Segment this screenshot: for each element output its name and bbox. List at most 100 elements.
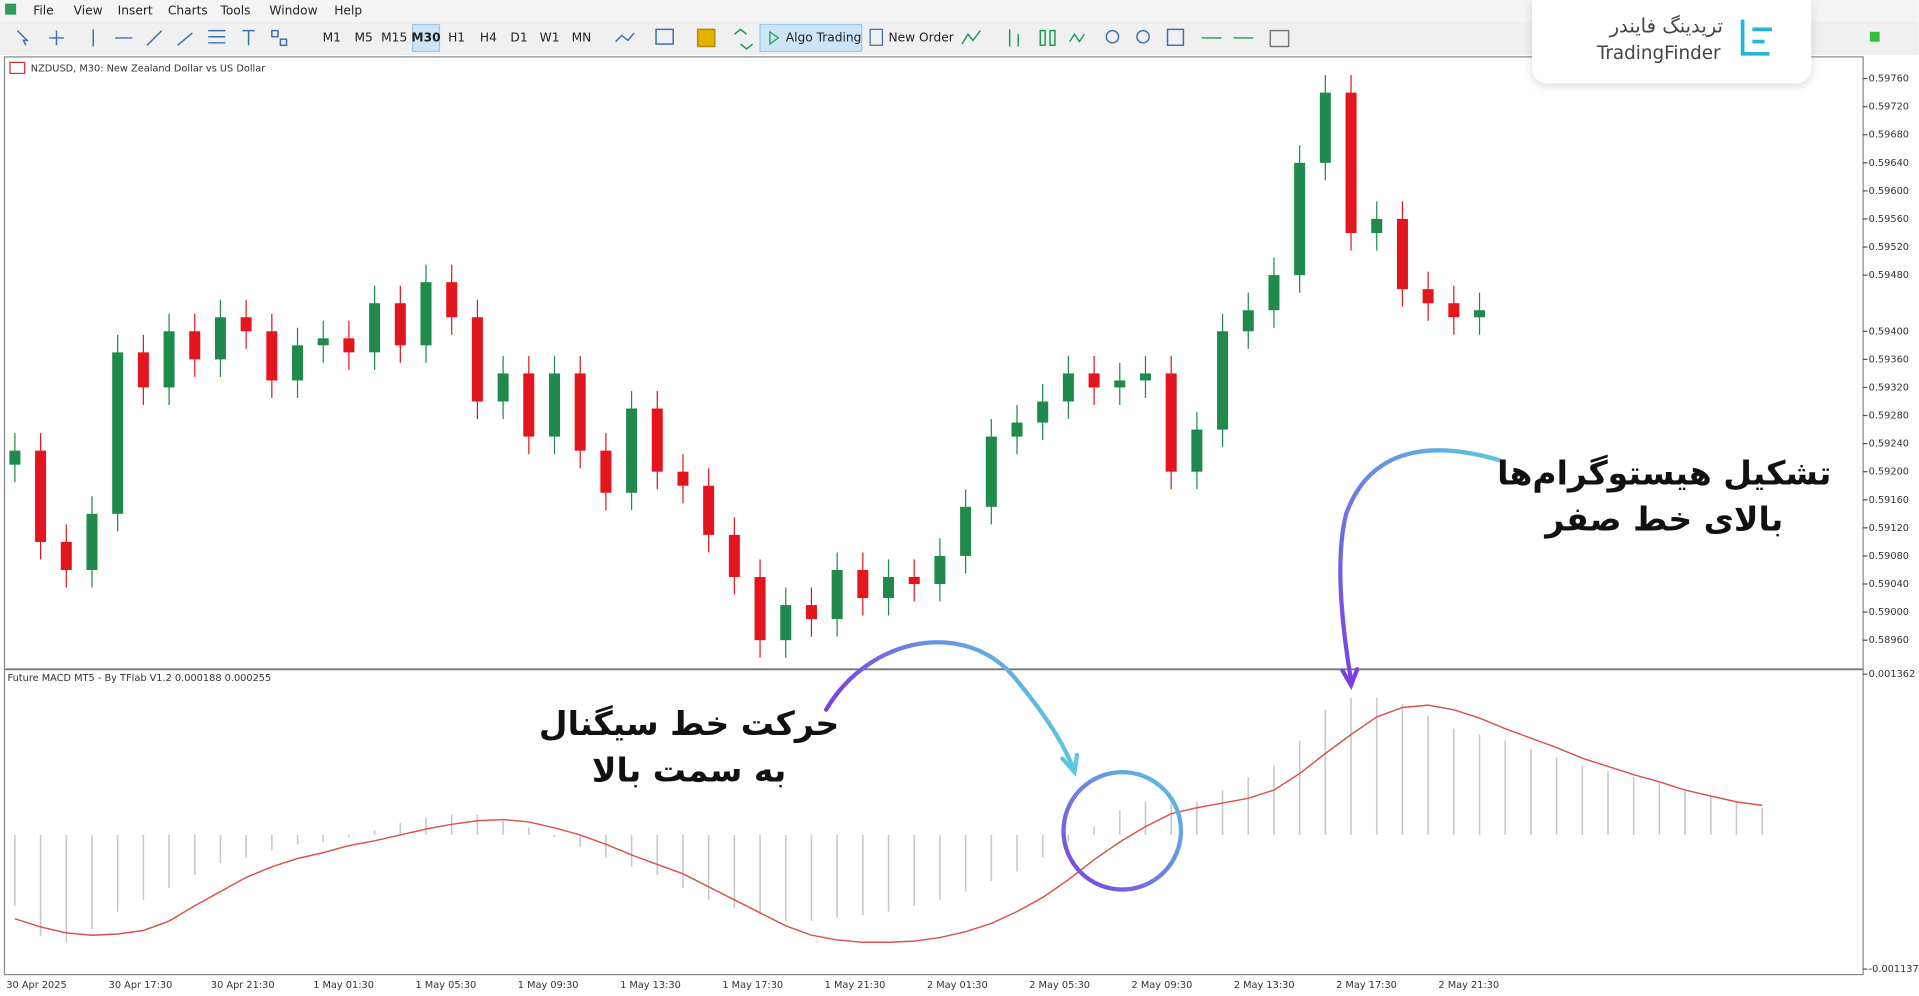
candle-body xyxy=(1268,275,1280,311)
candle-body xyxy=(189,331,201,360)
timeframe-button[interactable]: M5 xyxy=(354,30,372,44)
highlight-circle xyxy=(1061,769,1184,892)
arrow-signal xyxy=(823,640,1076,771)
menu-item[interactable]: Tools xyxy=(219,4,250,18)
candle-body xyxy=(574,373,586,451)
indicator-title: Future MACD MT5 - By TFlab V1.2 0.000188… xyxy=(8,673,272,684)
menu-item[interactable]: File xyxy=(33,4,53,18)
chart-icon xyxy=(9,61,26,75)
timeframe-button[interactable]: D1 xyxy=(510,30,527,44)
y-tick-label: 0.59000 xyxy=(1869,607,1909,618)
time-label: 30 Apr 17:30 xyxy=(109,980,173,991)
candle-body xyxy=(754,576,766,641)
y-tick-label: 0.59200 xyxy=(1869,467,1909,478)
trade-icon[interactable] xyxy=(733,28,754,50)
candle-body xyxy=(1139,373,1151,381)
time-label: 2 May 17:30 xyxy=(1336,980,1397,991)
candle-body xyxy=(780,605,792,641)
draw-icons[interactable] xyxy=(92,29,226,47)
candle-body xyxy=(497,373,509,402)
time-label: 2 May 13:30 xyxy=(1234,980,1295,991)
candle-body xyxy=(1165,373,1177,472)
menu-item[interactable]: Help xyxy=(334,4,362,18)
timeframes: M1 M5 M15 M30 H1 H4 D1 W1 MN xyxy=(323,30,592,44)
indicator-icons[interactable] xyxy=(961,29,1085,47)
candle-body xyxy=(728,534,740,577)
time-label: 1 May 09:30 xyxy=(518,980,579,991)
zoom-in[interactable] xyxy=(1105,29,1120,44)
crosshair-icon[interactable] xyxy=(49,30,64,46)
logo xyxy=(1532,0,1812,84)
timeframe-button[interactable]: M15 xyxy=(381,30,407,44)
annotations: تشکیل هیستوگرام‌ها بالای خط صفر حرکت خط سی… xyxy=(539,453,1832,789)
y-tick-label: 0.59400 xyxy=(1869,326,1909,337)
menu-item[interactable]: Charts xyxy=(168,4,208,18)
candle-body xyxy=(985,436,997,507)
candle-body xyxy=(626,408,638,493)
y-tick-label: 0.59720 xyxy=(1869,102,1909,113)
time-label: 1 May 01:30 xyxy=(313,980,374,991)
play-icon xyxy=(769,30,780,46)
timeframe-button[interactable]: M30 xyxy=(411,30,440,44)
y-tick-label: 0.59160 xyxy=(1869,495,1909,506)
annotation-text: بالای خط صفر xyxy=(1543,500,1783,540)
timeframe-button[interactable]: H1 xyxy=(448,30,465,44)
logo-mark xyxy=(1740,19,1772,56)
menu-item[interactable]: Window xyxy=(269,4,317,18)
annotation-arrows xyxy=(823,448,1502,892)
candle-body xyxy=(292,345,304,381)
y-tick-label: 0.59040 xyxy=(1869,579,1909,590)
plot: 30 Apr 2025 30 Apr 17:30 30 Apr 21:30 1 May… xyxy=(6,74,1918,991)
y-tick-label: 0.58960 xyxy=(1869,635,1909,646)
y-tick-label: 0.59760 xyxy=(1869,74,1909,85)
tile-icon[interactable] xyxy=(1166,28,1185,47)
signal-line xyxy=(14,704,1763,944)
text-icon[interactable] xyxy=(242,29,255,46)
cursor-icon[interactable] xyxy=(16,30,29,46)
y-tick-label: 0.59560 xyxy=(1869,214,1909,225)
time-label: 1 May 17:30 xyxy=(722,980,783,991)
menu-item[interactable]: Insert xyxy=(118,4,153,18)
annotation-text: تشکیل هیستوگرام‌ها xyxy=(1497,453,1831,493)
shapes-icon[interactable] xyxy=(271,29,279,38)
y-tick-label: 0.59480 xyxy=(1869,270,1909,281)
algo-trading-button[interactable] xyxy=(759,23,863,53)
template-icon[interactable] xyxy=(655,28,674,45)
y-tick-label: 0.59080 xyxy=(1869,551,1909,562)
y-tick-label: 0.59320 xyxy=(1869,382,1909,393)
candle-body xyxy=(1011,422,1023,437)
algo-trading-label[interactable]: Algo Trading xyxy=(786,30,862,44)
time-label: 1 May 13:30 xyxy=(620,980,681,991)
y-tick-label: -0.001137 xyxy=(1869,964,1919,975)
screenshot-icon[interactable] xyxy=(1269,29,1290,48)
new-order-label[interactable]: New Order xyxy=(889,30,955,44)
candle-body xyxy=(137,352,149,388)
chart-type-icon[interactable] xyxy=(615,32,635,43)
candle-body xyxy=(908,576,920,585)
candle-body xyxy=(1088,373,1100,388)
candle-body xyxy=(805,605,817,620)
toolbar-icons xyxy=(16,28,1290,50)
annotation-text: به سمت بالا xyxy=(592,751,786,790)
candle-body xyxy=(1422,289,1434,304)
y-tick-label: 0.59240 xyxy=(1869,439,1909,450)
timeframe-button[interactable]: H4 xyxy=(480,30,497,44)
candle-body xyxy=(1217,331,1229,430)
y-tick-label: 0.59600 xyxy=(1869,186,1909,197)
dollar-icon[interactable] xyxy=(696,28,716,48)
zoom-out[interactable] xyxy=(1136,29,1150,44)
arrowhead-signal xyxy=(1060,752,1080,777)
y-tick-label: 0.59120 xyxy=(1869,523,1909,534)
time-label: 30 Apr 2025 xyxy=(6,980,66,991)
arrow-histogram xyxy=(1338,448,1502,683)
candle-body xyxy=(112,352,124,514)
timeframe-button[interactable]: M1 xyxy=(323,30,341,44)
menu-item[interactable]: View xyxy=(74,4,103,18)
candle-body xyxy=(1062,373,1074,402)
timeframe-button[interactable]: W1 xyxy=(540,30,560,44)
candle-body xyxy=(1345,92,1357,234)
candle-body xyxy=(35,450,47,542)
timeframe-button[interactable]: MN xyxy=(572,30,592,44)
candle-body xyxy=(266,331,278,381)
